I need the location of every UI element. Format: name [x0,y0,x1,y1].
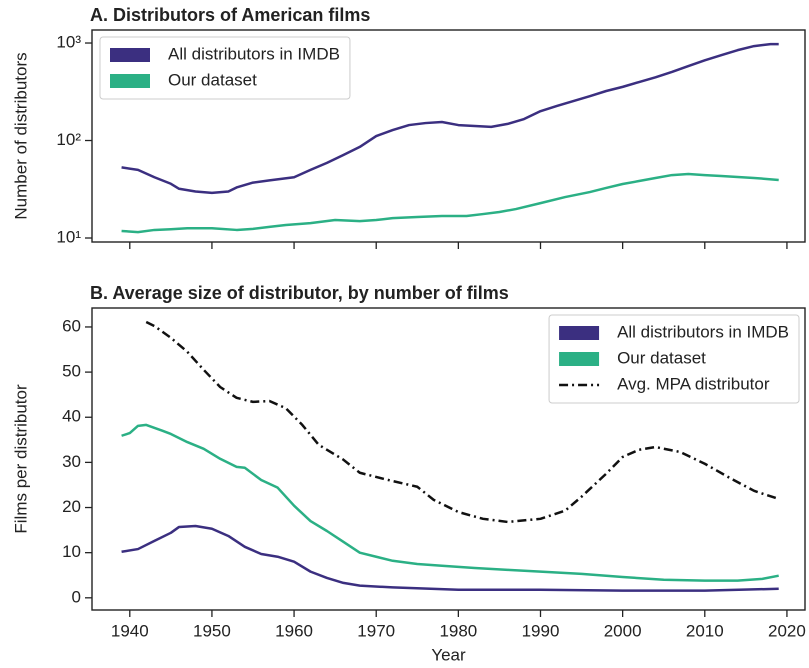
series-line [121,172,779,234]
x-tick-label: 2020 [768,621,806,640]
legend-frame [99,36,351,100]
y-tick-label: 10 [62,542,81,561]
x-tick-label: 1980 [439,621,477,640]
panel: A. Distributors of American films 10¹ 10² 1… [11,5,806,249]
legend-symbol [559,352,600,366]
series-line [121,42,779,195]
x-tick-label: 1960 [275,621,313,640]
legend: All distributors in IMDB Our dataset [99,36,351,100]
series-line [121,423,779,582]
y-axis-label: Number of distributors [11,52,30,219]
y-tick-label: 50 [62,362,81,381]
x-tick-label: 2000 [604,621,642,640]
y-tick-label: 10³ [56,33,81,52]
x-tick-label: 1940 [111,621,149,640]
y-tick-label: 60 [62,316,81,335]
legend-label: All distributors in IMDB [168,44,340,63]
x-tick-label: 1990 [522,621,560,640]
y-tick-label: 10¹ [56,227,81,246]
y-tick-label: 0 [72,587,81,606]
series-line [121,524,779,592]
y-axis-label: Films per distributor [11,384,30,534]
axes-frame [91,307,806,611]
legend: All distributors in IMDB Our dataset Avg. … [548,314,800,404]
y-tick-label: 20 [62,497,81,516]
legend-label: All distributors in IMDB [617,322,789,341]
panel-title: A. Distributors of American films [90,5,370,25]
legend-symbol [559,326,600,340]
axes-frame [91,29,806,243]
panel-title: B. Average size of distributor, by numbe… [90,283,509,303]
legend-frame [548,314,800,404]
x-axis-label: Year [431,645,466,664]
y-tick-label: 30 [62,452,81,471]
legend-label: Our dataset [168,70,257,89]
x-tick-label: 2010 [686,621,724,640]
series-line [145,320,780,524]
legend-symbol [110,48,150,62]
legend-symbol [110,74,150,88]
y-tick-label: 40 [62,407,81,426]
x-tick-label: 1970 [357,621,395,640]
legend-label: Our dataset [617,348,706,367]
x-tick-label: 1950 [193,621,231,640]
legend-label: Avg. MPA distributor [617,374,770,393]
y-tick-label: 10² [56,130,81,149]
panel: B. Average size of distributor, by numbe… [11,283,805,665]
